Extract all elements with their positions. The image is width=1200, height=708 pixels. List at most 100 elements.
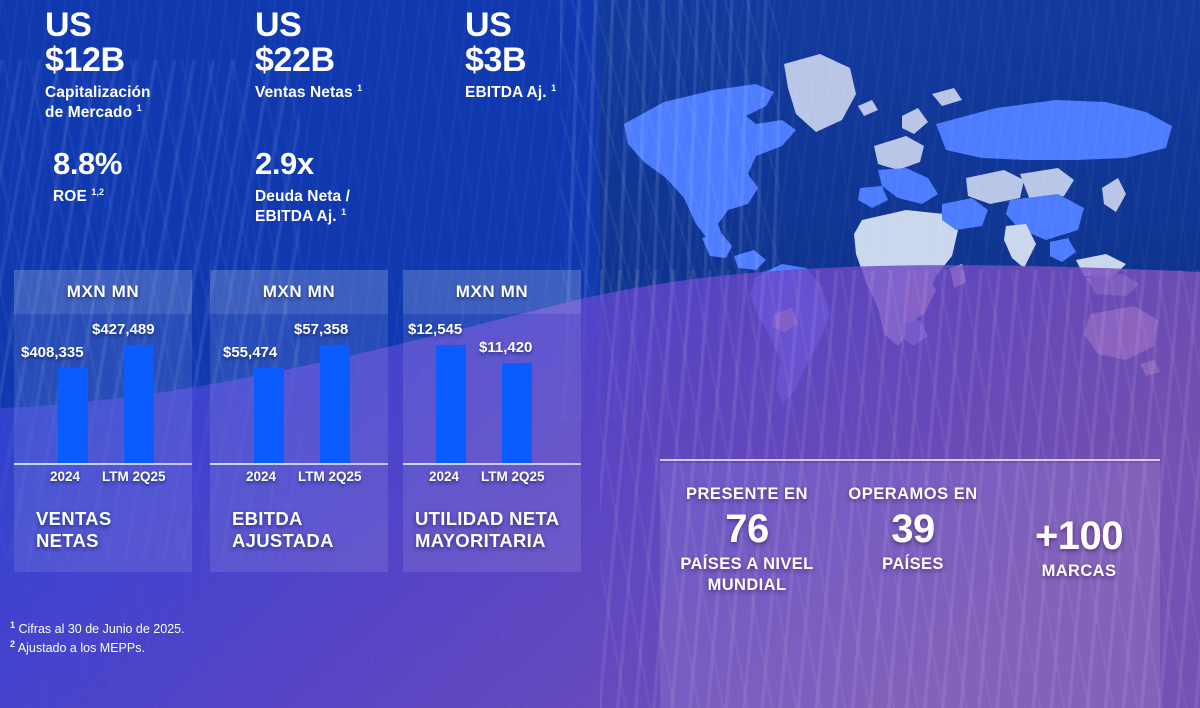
metric-value: $12B [45,40,125,79]
metric-label: Capitalización de Mercado 1 [45,83,151,123]
metric-ebitda: US $3B EBITDA Aj. 1 [465,8,556,103]
ratio-label-line1: ROE [53,187,87,205]
metric-value: $22B [255,40,335,79]
bar-chart-plot: $408,335 $427,489 [14,314,192,463]
tick-ltm-2q25: LTM 2Q25 [102,469,166,484]
stat-top-label: PRESENTE EN [686,485,808,503]
metric-label-line2: de Mercado [45,104,133,122]
footnote-ref: 1 [136,103,142,114]
chart-card-footer-line1: EBITDA [232,508,303,529]
stat-marcas: +100 MARCAS [994,511,1164,582]
bar-value-label-2024: $408,335 [21,344,84,361]
metric-net-sales: US $22B Ventas Netas 1 [255,8,362,103]
bar-ltm-2q25 [320,345,350,463]
metric-prefix: US [465,6,512,44]
chart-card-utilidad-neta: MXN MN $12,545 $11,420 2024 LTM 2Q25 UTI… [403,270,581,572]
chart-card-footer: EBITDA AJUSTADA [232,508,380,552]
footnote-marker: 1 [10,619,16,630]
chart-axis-line [403,463,581,465]
chart-card-footer: VENTAS NETAS [36,508,184,552]
footnote-marker: 2 [10,639,16,650]
ratio-label: Deuda Neta / EBITDA Aj. 1 [255,187,350,227]
footnote-item: 1 Cifras al 30 de Junio de 2025. [10,620,185,639]
stat-operamos-en: OPERAMOS EN 39 PAÍSES [828,485,998,575]
stat-bottom-line2: MUNDIAL [707,575,787,594]
chart-card-footer-line1: UTILIDAD NETA [415,508,560,529]
tick-2024: 2024 [246,469,277,484]
metric-market-cap: US $12B Capitalización de Mercado 1 [45,8,151,124]
stat-bottom-label: MARCAS [994,561,1164,582]
chart-card-footer-line1: VENTAS [36,508,112,529]
bar-value-label-2024: $55,474 [223,344,278,361]
chart-card-footer-line2: AJUSTADA [232,530,334,552]
chart-tick-labels: 2024 LTM 2Q25 [210,469,388,495]
chart-card-header: MXN MN [210,270,388,314]
footnote-text: Ajustado a los MEPPs. [17,641,145,656]
ratio-label: ROE 1,2 [53,187,122,207]
chart-unit-label: MXN MN [455,282,529,301]
tick-2024: 2024 [50,469,81,484]
metric-value: $3B [465,40,527,79]
stat-number: 39 [891,507,935,551]
chart-card-ebitda-ajustada: MXN MN $55,474 $57,358 2024 LTM 2Q25 EBI… [210,270,388,572]
bar-value-label-ltm: $11,420 [479,339,533,356]
chart-axis-line [210,463,388,465]
stat-bottom-line1: PAÍSES [882,555,944,573]
stat-bottom-label: PAÍSES A NIVEL MUNDIAL [662,554,832,595]
footnote-text: Cifras al 30 de Junio de 2025. [18,622,185,636]
chart-unit-label: MXN MN [262,282,336,301]
tick-ltm-2q25: LTM 2Q25 [481,469,545,484]
stat-presente-en: PRESENTE EN 76 PAÍSES A NIVEL MUNDIAL [662,485,832,595]
metric-label-line1: Ventas Netas [255,84,353,102]
chart-card-footer: UTILIDAD NETA MAYORITARIA [415,508,573,552]
chart-tick-labels: 2024 LTM 2Q25 [403,469,581,495]
chart-card-footer-line2: NETAS [36,530,99,552]
chart-axis-line [14,463,192,465]
bar-ltm-2q25 [124,345,154,463]
metric-prefix: US [255,6,302,44]
bar-chart-plot: $55,474 $57,358 [210,314,388,463]
top-metrics-group: US $12B Capitalización de Mercado 1 US $… [0,0,620,250]
footnote-ref: 1 [551,83,557,94]
footnote-ref: 1 [341,206,347,217]
metric-label-line1: Capitalización [45,84,151,102]
wheat-texture-purple [600,270,1200,708]
stat-top-label: OPERAMOS EN [848,485,978,503]
bar-2024 [436,345,466,463]
metric-label: EBITDA Aj. 1 [465,83,556,103]
bar-2024 [58,368,88,463]
bar-chart-plot: $12,545 $11,420 [403,314,581,463]
bar-value-label-2024: $12,545 [408,321,463,338]
metric-prefix: US [45,6,92,44]
chart-tick-labels: 2024 LTM 2Q25 [14,469,192,495]
chart-unit-label: MXN MN [66,282,140,301]
stat-number: 76 [725,507,769,551]
tick-2024: 2024 [429,469,460,484]
bar-2024 [254,368,284,463]
footnote-item: 2 Ajustado a los MEPPs. [10,639,185,658]
ratio-label-line2: EBITDA Aj. [255,207,337,225]
metric-label-line1: EBITDA Aj. [465,84,547,102]
chart-card-ventas-netas: MXN MN $408,335 $427,489 2024 LTM 2Q25 V… [14,270,192,572]
stat-bottom-line1: PAÍSES A NIVEL [680,555,814,573]
footnote-ref: 1,2 [91,186,105,197]
metric-net-debt-ebitda: 2.9x Deuda Neta / EBITDA Aj. 1 [255,146,350,227]
tick-ltm-2q25: LTM 2Q25 [298,469,362,484]
footnotes: 1 Cifras al 30 de Junio de 2025. 2 Ajust… [10,620,185,659]
ratio-value: 8.8% [53,146,123,181]
stat-bottom-label: PAÍSES [828,554,998,575]
chart-card-header: MXN MN [403,270,581,314]
chart-card-header: MXN MN [14,270,192,314]
metric-roe: 8.8% ROE 1,2 [53,146,123,207]
footnote-ref: 1 [357,83,363,94]
stat-number: +100 [1034,514,1124,558]
ratio-label-line1: Deuda Neta / [255,187,351,205]
bar-value-label-ltm: $57,358 [294,321,349,338]
bar-value-label-ltm: $427,489 [92,321,155,338]
metric-label: Ventas Netas 1 [255,83,362,103]
ratio-value: 2.9x [255,146,314,181]
stat-bottom-line1: MARCAS [1041,562,1117,580]
stats-divider-line [660,459,1160,461]
